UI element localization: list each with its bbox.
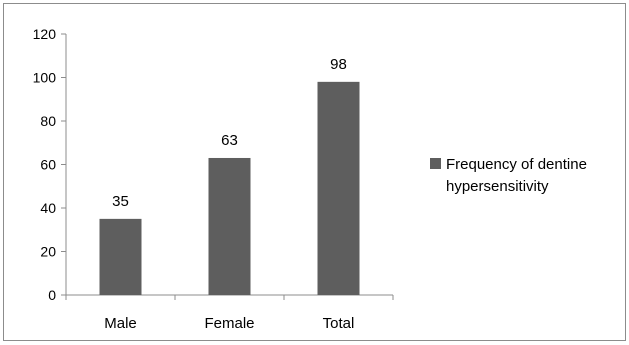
x-tick-label: Total: [323, 315, 355, 332]
data-label: 98: [330, 56, 347, 73]
x-tick-label: Male: [104, 315, 137, 332]
y-tick-label: 20: [40, 244, 56, 260]
bar-total: [317, 81, 360, 295]
y-tick-label: 60: [40, 157, 56, 173]
bars: [99, 81, 360, 295]
y-axis: 0 20 40 60 80 100 120: [33, 26, 67, 303]
y-tick-label: 120: [33, 26, 57, 42]
y-tick-label: 100: [33, 70, 57, 86]
data-label: 35: [112, 193, 129, 210]
legend-swatch: [430, 158, 441, 169]
data-labels: 35 63 98: [112, 56, 347, 210]
bar-female: [208, 157, 251, 295]
legend-label-line2: hypersensitivity: [446, 178, 549, 195]
y-tick-label: 0: [48, 287, 56, 303]
bar-male: [99, 218, 142, 295]
x-tick-label: Female: [204, 315, 254, 332]
y-tick-label: 80: [40, 113, 56, 129]
legend-label-line1: Frequency of dentine: [446, 156, 587, 173]
y-tick-label: 40: [40, 200, 56, 216]
data-label: 63: [221, 132, 238, 149]
x-axis: Male Female Total: [65, 294, 394, 332]
legend: Frequency of dentine hypersensitivity: [430, 156, 587, 195]
